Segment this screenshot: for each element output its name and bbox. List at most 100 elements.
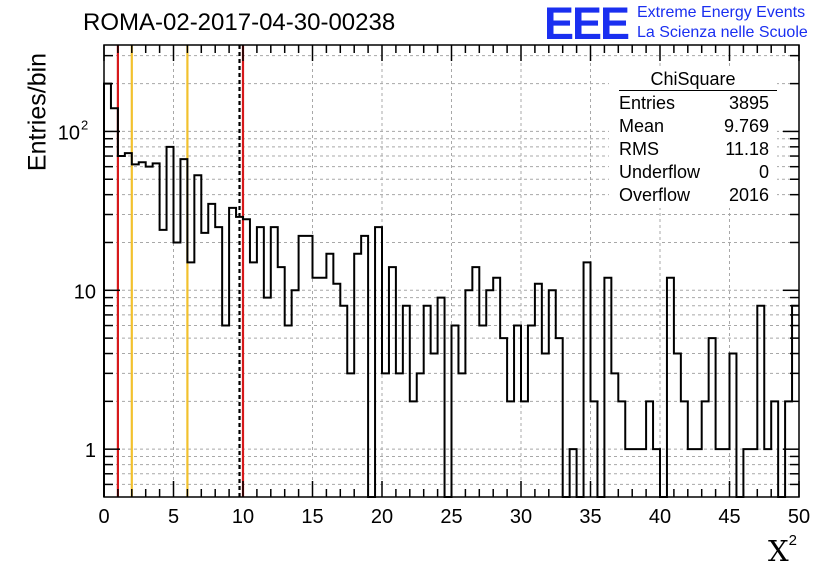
histogram-bin <box>431 354 438 497</box>
x-tick-label: 30 <box>510 506 532 528</box>
histogram-bin <box>486 290 493 497</box>
histogram-bin <box>618 401 625 497</box>
histogram-bin <box>570 449 577 497</box>
x-tick-label: 20 <box>371 506 393 528</box>
org-name-line2: La Scienza nelle Scuole <box>637 24 808 41</box>
histogram-bin <box>160 230 167 497</box>
histogram-bin <box>153 163 160 497</box>
y-tick-label: 10 <box>74 281 96 303</box>
histogram-bin <box>695 449 702 497</box>
histogram-outline <box>103 82 799 498</box>
stats-row: Mean 9.769 <box>619 116 769 136</box>
histogram-bin <box>306 236 313 497</box>
histogram-bin <box>646 401 653 497</box>
histogram-bin <box>396 373 403 497</box>
histogram-bin <box>250 262 257 497</box>
histogram-bin <box>319 278 326 497</box>
histogram-bin <box>611 373 618 497</box>
x-tick-label: 0 <box>98 506 109 528</box>
histogram-bin <box>632 449 639 497</box>
x-tick-labels: 0 5 10 15 20 25 30 35 40 45 50 <box>98 506 810 528</box>
histogram-bin <box>472 267 479 497</box>
histogram-bin <box>125 153 132 497</box>
x-tick-label: 50 <box>788 506 810 528</box>
histogram-bin <box>674 354 681 497</box>
histogram-bin <box>285 326 292 497</box>
histogram-bin <box>292 290 299 497</box>
y-axis-label: Entries/bin <box>23 52 52 172</box>
axis-ticks <box>103 45 800 497</box>
eee-logo: EEE <box>544 0 630 49</box>
histogram-bin <box>535 284 542 497</box>
histogram-bin <box>591 401 598 497</box>
histogram-bin <box>549 290 556 497</box>
histogram-bin <box>417 373 424 497</box>
histogram-bin <box>556 338 563 497</box>
x-tick-label: 45 <box>718 506 740 528</box>
histogram-bin <box>528 326 535 497</box>
histogram-bin <box>458 373 465 497</box>
histogram-bin <box>187 262 194 497</box>
histogram-bin <box>264 298 271 497</box>
histogram-bin <box>139 162 146 497</box>
y-tick-label-exponent: 2 <box>81 117 88 132</box>
histogram-bin <box>465 290 472 497</box>
histogram-bin <box>493 278 500 497</box>
org-name-line1: Extreme Energy Events <box>637 4 806 21</box>
histogram-bin <box>730 354 737 497</box>
histogram-bin <box>208 204 215 497</box>
histogram-bins <box>103 82 799 498</box>
histogram-bin <box>299 236 306 497</box>
histogram-bin <box>333 284 340 497</box>
histogram-bin <box>757 306 764 497</box>
histogram-bin <box>542 354 549 497</box>
histogram-bin <box>180 159 187 497</box>
x-tick-label: 40 <box>649 506 671 528</box>
histogram-bin <box>743 449 750 497</box>
histogram-bin <box>340 306 347 497</box>
histogram-bin <box>653 449 660 497</box>
histogram-bin <box>347 373 354 497</box>
histogram-bin <box>326 254 333 497</box>
histogram-bin <box>167 147 174 497</box>
histogram-bin <box>313 278 320 497</box>
histogram-bin <box>229 208 236 497</box>
histogram-bin <box>639 449 646 497</box>
histogram-bin <box>681 401 688 497</box>
stats-row: Underflow 0 <box>619 162 769 182</box>
histogram-bin <box>410 401 417 497</box>
histogram-bin <box>771 401 778 497</box>
y-tick-label: 10 <box>58 122 80 144</box>
x-tick-label: 25 <box>440 506 462 528</box>
histogram-bin <box>709 338 716 497</box>
histogram-bin <box>507 401 514 497</box>
stats-divider <box>619 90 777 91</box>
x-tick-label: 15 <box>301 506 323 528</box>
histogram-bin <box>354 254 361 497</box>
histogram-bin <box>243 219 250 497</box>
histogram-bin <box>118 156 125 497</box>
histogram-bin <box>584 262 591 497</box>
stats-title: ChiSquare <box>650 69 736 89</box>
histogram-bin <box>194 175 201 497</box>
histogram-bin <box>222 326 229 497</box>
histogram-bin <box>479 326 486 497</box>
x-tick-label: 10 <box>232 506 254 528</box>
histogram-bin <box>750 449 757 497</box>
histogram-bin <box>688 449 695 497</box>
histogram-bin <box>361 236 368 497</box>
histogram-bin <box>764 449 771 497</box>
histogram-bin <box>424 306 431 497</box>
histogram-bin <box>702 401 709 497</box>
histogram-bin <box>201 233 208 497</box>
histogram-bin <box>625 449 632 497</box>
histogram-bin <box>389 267 396 497</box>
histogram-bin <box>667 278 674 497</box>
histogram-bin <box>382 373 389 497</box>
histogram-bin <box>438 298 445 497</box>
grid-lines <box>104 45 799 497</box>
histogram-bin <box>723 449 730 497</box>
histogram-bin <box>452 326 459 497</box>
chart-title: ROMA-02-2017-04-30-00238 <box>83 9 396 36</box>
histogram-bin <box>716 449 723 497</box>
